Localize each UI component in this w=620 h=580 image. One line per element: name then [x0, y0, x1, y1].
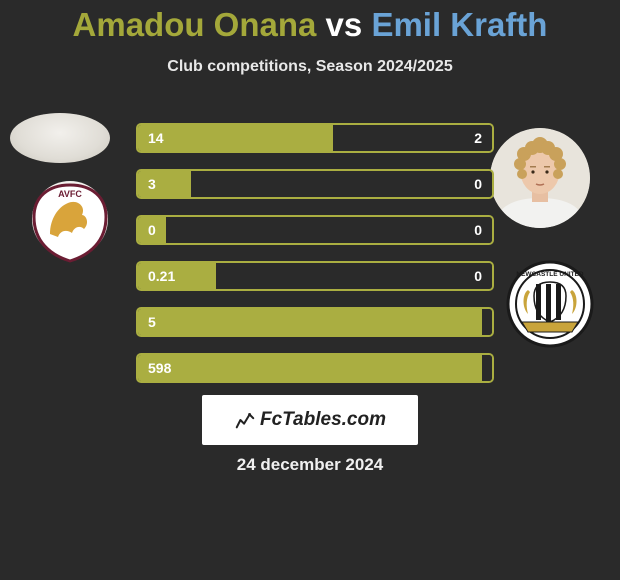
stat-p2-value	[482, 355, 492, 381]
brand-icon	[234, 409, 256, 431]
stat-p1-value: 5	[138, 309, 482, 335]
svg-text:AVFC: AVFC	[58, 189, 82, 199]
player1-avatar	[10, 113, 110, 163]
stat-p2-value: 0	[166, 217, 492, 243]
stat-p2-value: 0	[191, 171, 492, 197]
player2-club-crest: NEWCASTLE UNITED	[500, 260, 600, 336]
stat-p2-value	[482, 309, 492, 335]
brand-text: FcTables.com	[260, 409, 386, 431]
stat-p2-value: 2	[333, 125, 492, 151]
subtitle: Club competitions, Season 2024/2025	[0, 58, 620, 76]
stat-p2-value: 0	[216, 263, 492, 289]
stat-p1-value: 598	[138, 355, 482, 381]
player2-avatar	[490, 128, 590, 228]
brand-box: FcTables.com	[202, 395, 418, 445]
player2-name: Emil Krafth	[371, 6, 547, 43]
vs-text: vs	[326, 6, 363, 43]
stat-rows: 142Matches 30Goals 00Hattricks 0.210Goals p…	[136, 123, 494, 399]
stat-p1-value: 0	[138, 217, 166, 243]
date-text: 24 december 2024	[0, 455, 620, 475]
player1-club-crest: AVFC	[20, 179, 120, 255]
stat-row: 30Goals	[136, 169, 494, 199]
stat-row: 00Hattricks	[136, 215, 494, 245]
stat-p1-value: 3	[138, 171, 191, 197]
stat-row: 598Min per goal	[136, 353, 494, 383]
stat-p1-value: 14	[138, 125, 333, 151]
player1-name: Amadou Onana	[73, 6, 317, 43]
stat-row: 142Matches	[136, 123, 494, 153]
stat-row: 5Shots per goal	[136, 307, 494, 337]
svg-text:NEWCASTLE UNITED: NEWCASTLE UNITED	[516, 271, 583, 278]
comparison-title: Amadou Onana vs Emil Krafth	[0, 0, 620, 44]
stat-row: 0.210Goals per match	[136, 261, 494, 291]
stat-p1-value: 0.21	[138, 263, 216, 289]
